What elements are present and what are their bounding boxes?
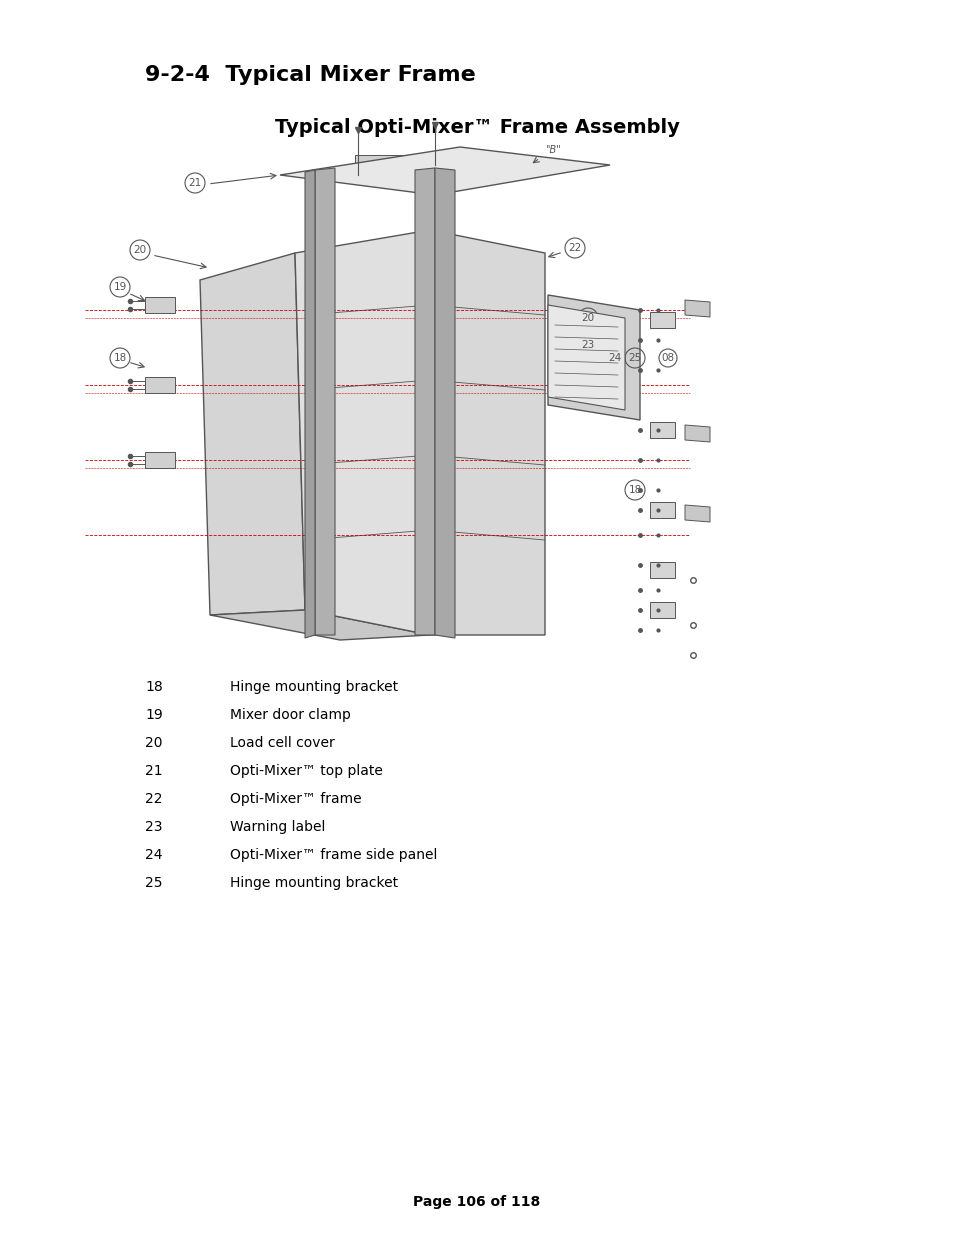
Text: 23: 23 (580, 340, 594, 350)
Bar (649, 501, 675, 517)
Polygon shape (145, 296, 174, 312)
Bar (355, 156, 415, 180)
Text: Opti-Mixer™ top plate: Opti-Mixer™ top plate (230, 764, 382, 778)
Text: Hinge mounting bracket: Hinge mounting bracket (230, 680, 397, 694)
Text: 18: 18 (628, 485, 641, 495)
Polygon shape (430, 230, 544, 635)
Text: 19: 19 (113, 282, 127, 291)
Polygon shape (435, 168, 455, 638)
Text: 24: 24 (145, 848, 162, 862)
Bar (649, 422, 675, 438)
Bar (649, 562, 675, 578)
Text: 22: 22 (145, 792, 162, 806)
Text: Typical Opti-Mixer™ Frame Assembly: Typical Opti-Mixer™ Frame Assembly (274, 119, 679, 137)
Polygon shape (145, 452, 174, 468)
Polygon shape (547, 295, 639, 420)
Bar (470, 158, 504, 177)
Polygon shape (684, 505, 709, 522)
Bar (649, 601, 675, 618)
Text: 21: 21 (188, 178, 201, 188)
Text: 24: 24 (608, 353, 621, 363)
Polygon shape (200, 253, 305, 615)
Text: Load cell cover: Load cell cover (230, 736, 335, 750)
Text: 9-2-4  Typical Mixer Frame: 9-2-4 Typical Mixer Frame (145, 65, 476, 85)
Polygon shape (415, 168, 435, 635)
Polygon shape (294, 230, 430, 635)
Polygon shape (314, 168, 335, 635)
Text: 22: 22 (568, 243, 581, 253)
Text: 23: 23 (145, 820, 162, 834)
Text: 08: 08 (660, 353, 674, 363)
Text: Mixer door clamp: Mixer door clamp (230, 708, 351, 722)
Text: 18: 18 (113, 353, 127, 363)
Text: Hinge mounting bracket: Hinge mounting bracket (230, 876, 397, 890)
Text: 25: 25 (145, 876, 162, 890)
Polygon shape (305, 170, 314, 638)
Text: 25: 25 (628, 353, 641, 363)
Text: Warning label: Warning label (230, 820, 325, 834)
Polygon shape (210, 610, 430, 640)
Text: "B": "B" (544, 144, 560, 156)
Text: 20: 20 (133, 245, 147, 254)
Polygon shape (145, 377, 174, 393)
Text: Opti-Mixer™ frame side panel: Opti-Mixer™ frame side panel (230, 848, 436, 862)
Bar (649, 312, 675, 329)
Text: 21: 21 (145, 764, 162, 778)
Text: 19: 19 (145, 708, 163, 722)
Text: Page 106 of 118: Page 106 of 118 (413, 1195, 540, 1209)
Polygon shape (280, 147, 609, 195)
Text: Opti-Mixer™ frame: Opti-Mixer™ frame (230, 792, 361, 806)
Polygon shape (684, 300, 709, 317)
Bar (419, 153, 459, 173)
Text: 20: 20 (580, 312, 594, 324)
Polygon shape (547, 305, 624, 410)
Polygon shape (684, 425, 709, 442)
Text: 20: 20 (145, 736, 162, 750)
Text: 18: 18 (145, 680, 163, 694)
